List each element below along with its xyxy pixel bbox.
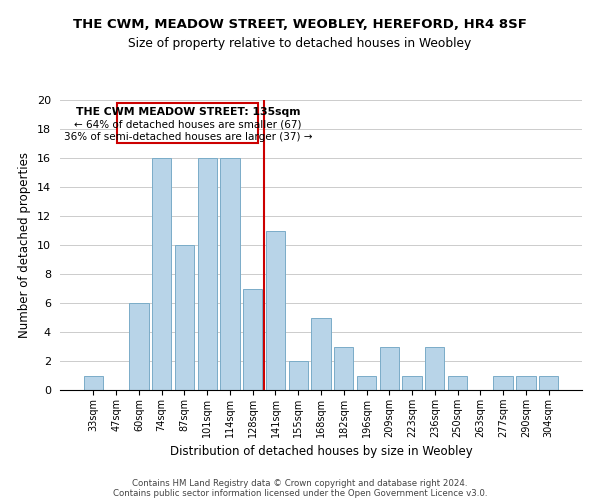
- Bar: [539, 376, 558, 390]
- Bar: [516, 376, 536, 390]
- Bar: [243, 288, 262, 390]
- Text: 36% of semi-detached houses are larger (37) →: 36% of semi-detached houses are larger (…: [64, 132, 312, 142]
- Bar: [197, 158, 217, 390]
- Bar: [493, 376, 513, 390]
- Text: THE CWM, MEADOW STREET, WEOBLEY, HEREFORD, HR4 8SF: THE CWM, MEADOW STREET, WEOBLEY, HEREFOR…: [73, 18, 527, 30]
- Bar: [334, 346, 353, 390]
- Bar: [152, 158, 172, 390]
- Bar: [357, 376, 376, 390]
- Bar: [311, 318, 331, 390]
- Text: THE CWM MEADOW STREET: 135sqm: THE CWM MEADOW STREET: 135sqm: [76, 106, 300, 117]
- Bar: [175, 245, 194, 390]
- Bar: [129, 303, 149, 390]
- Bar: [220, 158, 239, 390]
- Bar: [289, 361, 308, 390]
- X-axis label: Distribution of detached houses by size in Weobley: Distribution of detached houses by size …: [170, 446, 472, 458]
- Bar: [380, 346, 399, 390]
- Text: ← 64% of detached houses are smaller (67): ← 64% of detached houses are smaller (67…: [74, 120, 302, 130]
- Y-axis label: Number of detached properties: Number of detached properties: [18, 152, 31, 338]
- Bar: [403, 376, 422, 390]
- Text: Contains HM Land Registry data © Crown copyright and database right 2024.: Contains HM Land Registry data © Crown c…: [132, 478, 468, 488]
- Text: Contains public sector information licensed under the Open Government Licence v3: Contains public sector information licen…: [113, 488, 487, 498]
- Text: Size of property relative to detached houses in Weobley: Size of property relative to detached ho…: [128, 38, 472, 51]
- FancyBboxPatch shape: [117, 103, 259, 143]
- Bar: [266, 230, 285, 390]
- Bar: [448, 376, 467, 390]
- Bar: [84, 376, 103, 390]
- Bar: [425, 346, 445, 390]
